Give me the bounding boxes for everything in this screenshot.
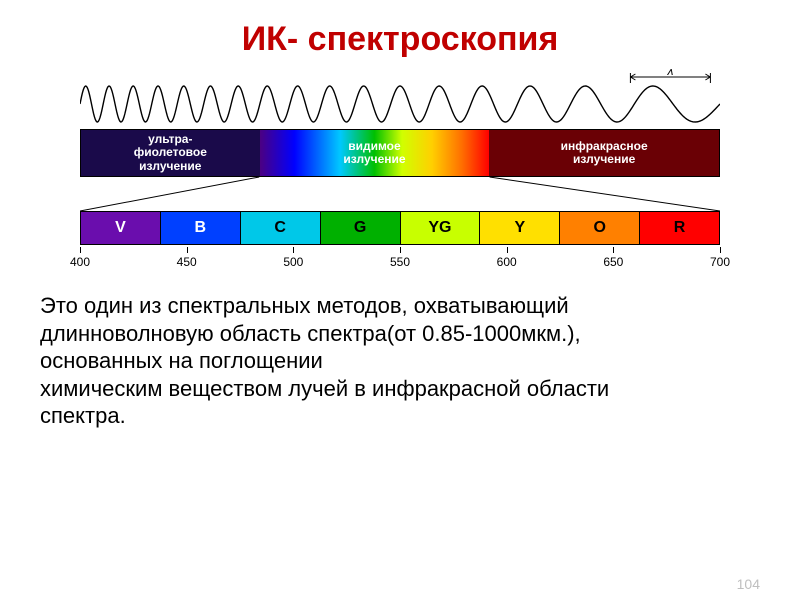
axis-tick [507,247,508,253]
page-number: 104 [737,576,760,592]
axis-tick [187,247,188,253]
spectrum-segment: видимое излучение [260,130,490,176]
description-text: Это один из спектральных методов, охваты… [40,292,760,430]
wavelength-axis: 400450500550600650700 [80,247,720,277]
axis-tick-label: 600 [497,255,517,269]
visible-band-cell: G [321,212,401,244]
wave-diagram: λ [80,69,720,129]
slide-title: ИК- спектроскопия [40,20,760,59]
visible-bands-row: VBCGYGYOR [80,211,720,245]
visible-band-cell: C [241,212,321,244]
visible-band-cell: V [81,212,161,244]
axis-tick [400,247,401,253]
spectrum-bar: ультра- фиолетовое излучениевидимое излу… [80,129,720,177]
axis-tick-label: 650 [603,255,623,269]
axis-tick [613,247,614,253]
axis-tick [720,247,721,253]
axis-tick-label: 450 [177,255,197,269]
visible-band-cell: YG [401,212,481,244]
slide: ИК- спектроскопия λ ультра- фиолетовое и… [0,0,800,600]
spectrum-figure: λ ультра- фиолетовое излучениевидимое из… [80,69,720,277]
lambda-label: λ [666,69,673,78]
visible-band-cell: B [161,212,241,244]
axis-tick [293,247,294,253]
spectrum-expansion-guides [80,177,720,211]
axis-tick-label: 550 [390,255,410,269]
spectrum-segment: ультра- фиолетовое излучение [81,130,260,176]
axis-tick-label: 500 [283,255,303,269]
axis-tick-label: 700 [710,255,730,269]
spectrum-segment: инфракрасное излучение [489,130,719,176]
visible-band-cell: O [560,212,640,244]
visible-band-cell: R [640,212,719,244]
axis-tick [80,247,81,253]
visible-band-cell: Y [480,212,560,244]
axis-tick-label: 400 [70,255,90,269]
